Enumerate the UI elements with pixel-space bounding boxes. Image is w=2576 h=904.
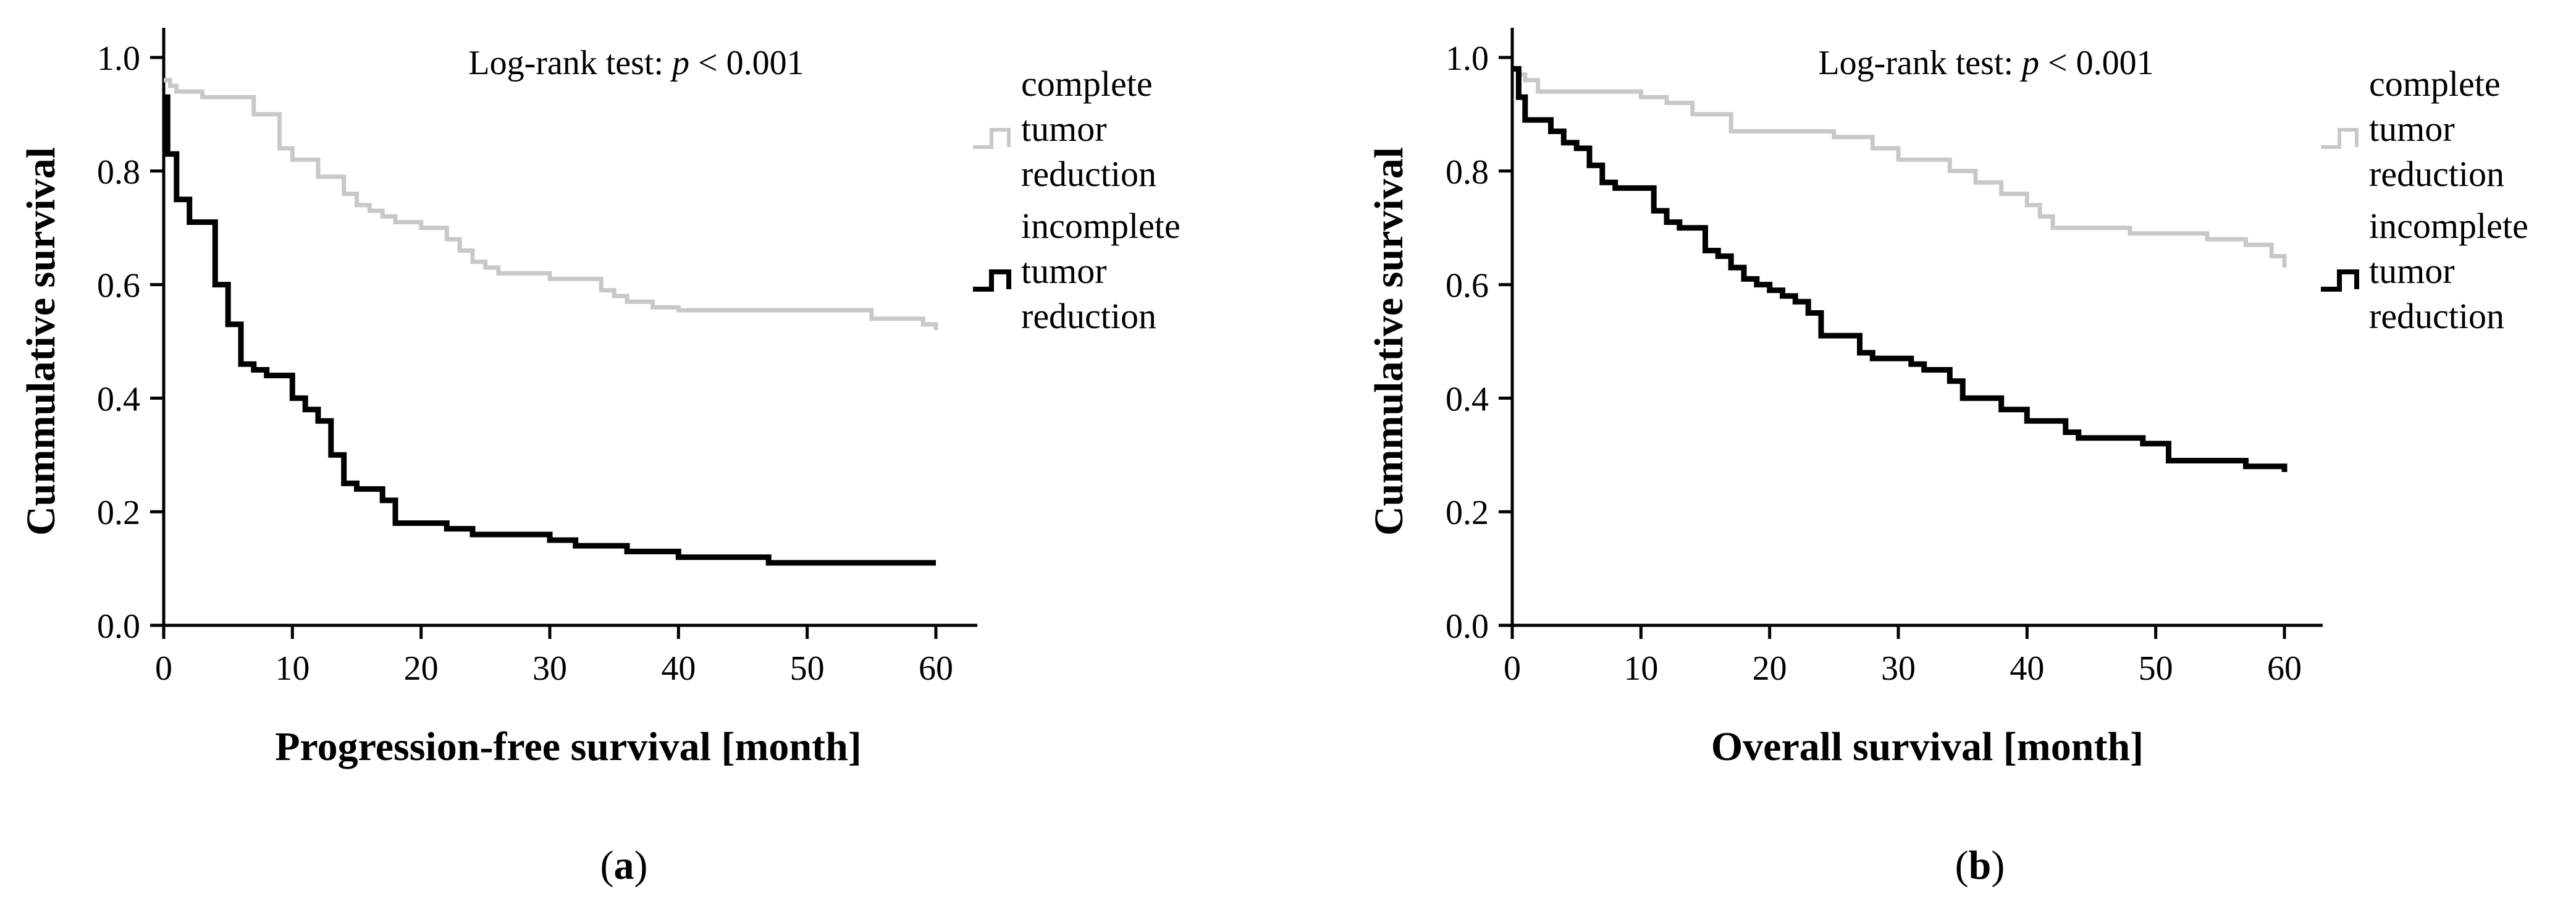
x-tick-label: 60: [919, 649, 953, 688]
log-rank-annotation: Log-rank test: p < 0.001: [468, 44, 804, 82]
legend-label-incomplete: incomplete: [2369, 206, 2528, 246]
annotation-suffix: < 0.001: [2039, 44, 2154, 82]
legend-label-incomplete: tumor: [2369, 251, 2455, 291]
panel-label: (a): [600, 843, 648, 888]
legend-label-complete: tumor: [1021, 109, 1107, 149]
legend-label-complete: reduction: [1021, 154, 1156, 194]
x-tick-label: 0: [155, 649, 172, 688]
annotation-p: p: [670, 44, 689, 82]
annotation-prefix: Log-rank test:: [1818, 44, 2022, 82]
x-tick-label: 10: [1623, 649, 1658, 688]
legend-label-complete: complete: [2369, 64, 2501, 104]
panel-label-letter: b: [1969, 843, 1992, 888]
legend-label-complete: complete: [1021, 64, 1153, 104]
y-tick-label: 0.4: [97, 380, 140, 418]
y-axis-label: Cummulative survival: [1366, 147, 1412, 536]
x-axis-label: Overall survival [month]: [1711, 724, 2144, 769]
x-tick-label: 50: [790, 649, 825, 688]
panel-label-letter: a: [614, 843, 634, 888]
y-tick-label: 0.0: [1446, 607, 1489, 646]
km-curve-incomplete: [1512, 65, 2288, 472]
x-tick-label: 20: [1753, 649, 1787, 688]
x-tick-label: 10: [275, 649, 309, 688]
legend-label-incomplete: reduction: [2369, 296, 2504, 336]
y-tick-label: 0.2: [1446, 494, 1489, 532]
x-tick-label: 20: [404, 649, 439, 688]
y-tick-label: 0.6: [97, 267, 140, 305]
panel-label-open: (: [600, 843, 614, 888]
legend-label-complete: reduction: [2369, 154, 2504, 194]
x-tick-label: 0: [1504, 649, 1521, 688]
legend-swatch-complete: [973, 128, 1011, 149]
annotation-p: p: [2019, 44, 2039, 82]
km-curve-complete: [164, 78, 938, 331]
y-tick-label: 1.0: [97, 40, 140, 78]
panel-label-close: ): [634, 843, 648, 888]
y-tick-label: 0.6: [1446, 267, 1489, 305]
y-tick-label: 1.0: [1446, 40, 1489, 78]
legend-swatch-complete: [2321, 128, 2359, 149]
x-tick-label: 40: [661, 649, 696, 688]
x-tick-label: 30: [532, 649, 567, 688]
legend-label-incomplete: reduction: [1021, 296, 1156, 336]
km-curve-complete: [1512, 66, 2287, 268]
y-tick-label: 0.4: [1446, 380, 1489, 418]
log-rank-annotation: Log-rank test: p < 0.001: [1818, 44, 2153, 82]
km-curve-incomplete: [164, 94, 936, 566]
y-tick-label: 0.2: [97, 494, 140, 532]
y-axis-label: Cummulative survival: [19, 147, 64, 536]
y-tick-label: 0.0: [97, 607, 140, 646]
y-tick-label: 0.8: [97, 153, 140, 192]
legend-label-incomplete: incomplete: [1021, 206, 1181, 246]
x-tick-label: 40: [2010, 649, 2044, 688]
annotation-prefix: Log-rank test:: [468, 44, 672, 82]
legend-label-complete: tumor: [2369, 109, 2455, 149]
panel-label-open: (: [1955, 843, 1969, 888]
x-tick-label: 50: [2139, 649, 2173, 688]
x-axis-label: Progression-free survival [month]: [275, 724, 862, 769]
panel-label: (b): [1955, 843, 2005, 888]
chart-panel-a: 0 10 20 30 40 50 60 0.0 0.2 0.4 0.6 0.8 1.0 Progressi…: [19, 28, 1181, 888]
legend-swatch-incomplete: [973, 269, 1011, 292]
legend-swatch-incomplete: [2321, 269, 2359, 292]
annotation-suffix: < 0.001: [689, 44, 804, 82]
legend-label-incomplete: tumor: [1021, 251, 1107, 291]
chart-panel-b: 0 10 20 30 40 50 60 0.0 0.2 0.4 0.6 0.8 1.0 Overall s…: [1366, 28, 2528, 888]
y-tick-label: 0.8: [1446, 153, 1489, 192]
x-tick-label: 30: [1881, 649, 1916, 688]
panel-label-close: ): [1991, 843, 2005, 888]
x-tick-label: 60: [2267, 649, 2302, 688]
